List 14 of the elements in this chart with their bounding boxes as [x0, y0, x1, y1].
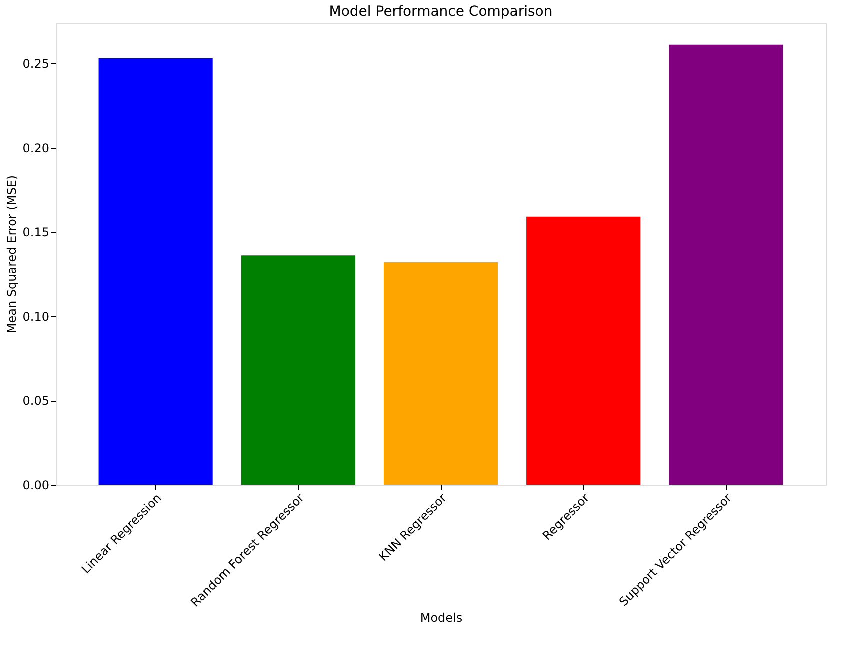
y-axis-title: Mean Squared Error (MSE): [4, 175, 19, 334]
y-tick-label: 0.10: [22, 310, 50, 324]
x-axis-title: Models: [420, 611, 463, 626]
bar: [98, 58, 213, 485]
chart-title: Model Performance Comparison: [329, 4, 553, 20]
bar: [384, 262, 498, 485]
y-tick-label: 0.20: [22, 141, 50, 156]
y-tick-label: 0.05: [22, 394, 50, 408]
bar: [241, 256, 356, 485]
y-tick-label: 0.00: [22, 478, 50, 492]
bar: [526, 216, 641, 485]
bar: [669, 44, 784, 485]
y-tick-label: 0.25: [22, 56, 50, 71]
y-tick-label: 0.15: [22, 226, 50, 240]
